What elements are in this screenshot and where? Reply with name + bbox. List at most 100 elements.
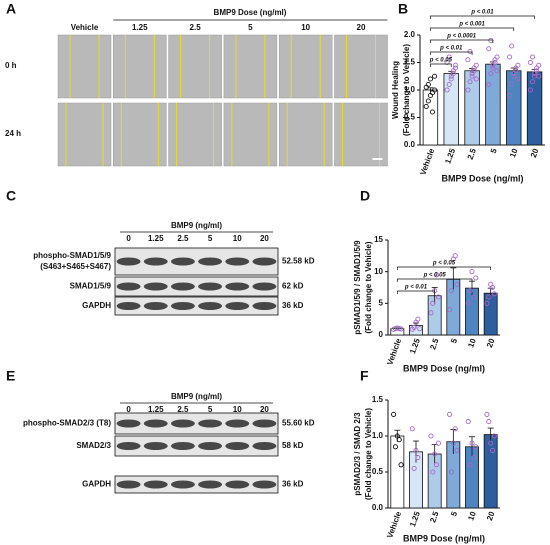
data-point	[473, 76, 479, 82]
column-label: 20	[357, 23, 366, 32]
data-point	[446, 54, 452, 60]
data-point	[534, 65, 540, 71]
data-point	[465, 419, 471, 425]
band	[143, 282, 168, 291]
band	[198, 480, 223, 489]
protein-label: SMAD1/5/9	[70, 282, 112, 291]
group-label: BMP9 Dose (ng/ml)	[214, 8, 287, 17]
y-axis-label: pSMAD2/3 / SMAD 2/3	[353, 412, 362, 496]
significance-bracket	[396, 290, 436, 294]
data-point	[391, 411, 397, 417]
micrograph	[168, 102, 222, 167]
significance-bracket	[430, 27, 515, 31]
significance-bracket	[430, 39, 494, 43]
data-point	[515, 76, 521, 82]
protein-label: phospho-SMAD2/3 (T8)	[23, 419, 111, 428]
data-point	[417, 326, 423, 332]
data-point	[471, 455, 477, 461]
band	[198, 282, 223, 291]
data-point	[473, 275, 479, 281]
band	[252, 302, 277, 310]
micrograph	[57, 34, 112, 99]
data-point	[471, 294, 477, 300]
data-point	[469, 70, 475, 77]
data-point	[507, 92, 513, 99]
data-point	[465, 300, 471, 306]
y-tick-label: 0.5	[372, 467, 384, 476]
data-point	[513, 65, 519, 71]
micrograph	[334, 102, 388, 167]
y-axis-label: Wound Healing	[391, 61, 400, 119]
bar	[506, 70, 522, 146]
blot-strip	[114, 412, 279, 435]
data-point	[396, 326, 402, 332]
data-point	[430, 469, 436, 475]
data-point	[447, 307, 453, 313]
significance-bracket	[430, 63, 452, 67]
lane-label: 5	[208, 405, 213, 414]
x-tick-label: 5	[449, 510, 459, 518]
data-point	[467, 288, 473, 294]
x-tick-label: 1.25	[408, 337, 422, 355]
band	[225, 302, 250, 310]
micrograph	[334, 34, 388, 99]
data-point	[467, 462, 473, 468]
data-point	[423, 103, 429, 110]
size-label: 62 kD	[282, 282, 304, 291]
treatment-label: BMP9 (ng/ml)	[171, 221, 222, 230]
band	[252, 442, 277, 450]
data-point	[489, 284, 496, 291]
data-point	[536, 73, 542, 79]
data-point	[430, 300, 436, 306]
x-tick-label: 20	[529, 147, 541, 159]
data-point	[448, 469, 455, 475]
band	[252, 419, 277, 428]
micrograph	[223, 34, 278, 99]
y-tick-label: 0	[379, 330, 384, 339]
data-point	[484, 300, 490, 306]
significance-bracket	[430, 15, 535, 19]
row-label: 0 h	[5, 61, 17, 70]
lane-label: 1.25	[148, 234, 164, 243]
band	[116, 419, 141, 428]
protein-label: GAPDH	[82, 480, 111, 489]
panel-letter: D	[360, 188, 370, 204]
micrograph	[113, 102, 167, 167]
band	[170, 442, 195, 450]
size-label: 58 kD	[282, 441, 304, 450]
x-tick-label: 1.25	[443, 147, 457, 165]
data-point	[452, 426, 458, 432]
data-point	[486, 419, 492, 425]
data-point	[447, 411, 453, 417]
data-point	[529, 79, 536, 85]
row-label: 24 h	[5, 129, 21, 138]
band	[225, 419, 250, 428]
protein-label: phospho-SMAD1/5/9	[33, 251, 111, 260]
data-point	[511, 73, 517, 79]
data-point	[448, 73, 454, 79]
micrograph	[168, 34, 222, 99]
lane-label: 2.5	[177, 234, 189, 243]
x-tick-label: Vehicle	[385, 510, 403, 540]
y-tick-label: 1.0	[372, 431, 384, 440]
significance-label: p < 0.05	[423, 273, 447, 279]
x-axis-label: BMP9 Dose (ng/ml)	[403, 363, 485, 373]
band	[252, 480, 277, 489]
lane-label: 10	[233, 405, 242, 414]
size-label: 52.58 kD	[282, 257, 315, 266]
bar	[483, 292, 498, 336]
treatment-label: BMP9 (ng/ml)	[171, 392, 222, 401]
y-tick-label: 5	[379, 298, 384, 307]
significance-label: p < 0.01	[404, 285, 428, 291]
significance-bracket	[430, 51, 473, 55]
y-axis-label: (Fold change to Vehicle)	[402, 44, 411, 136]
data-point	[435, 440, 441, 446]
data-point	[471, 65, 477, 71]
data-point	[494, 68, 500, 74]
data-point	[465, 87, 471, 93]
data-point	[429, 109, 436, 115]
x-tick-label: 10	[466, 510, 478, 522]
band	[116, 282, 141, 291]
data-point	[469, 73, 475, 79]
